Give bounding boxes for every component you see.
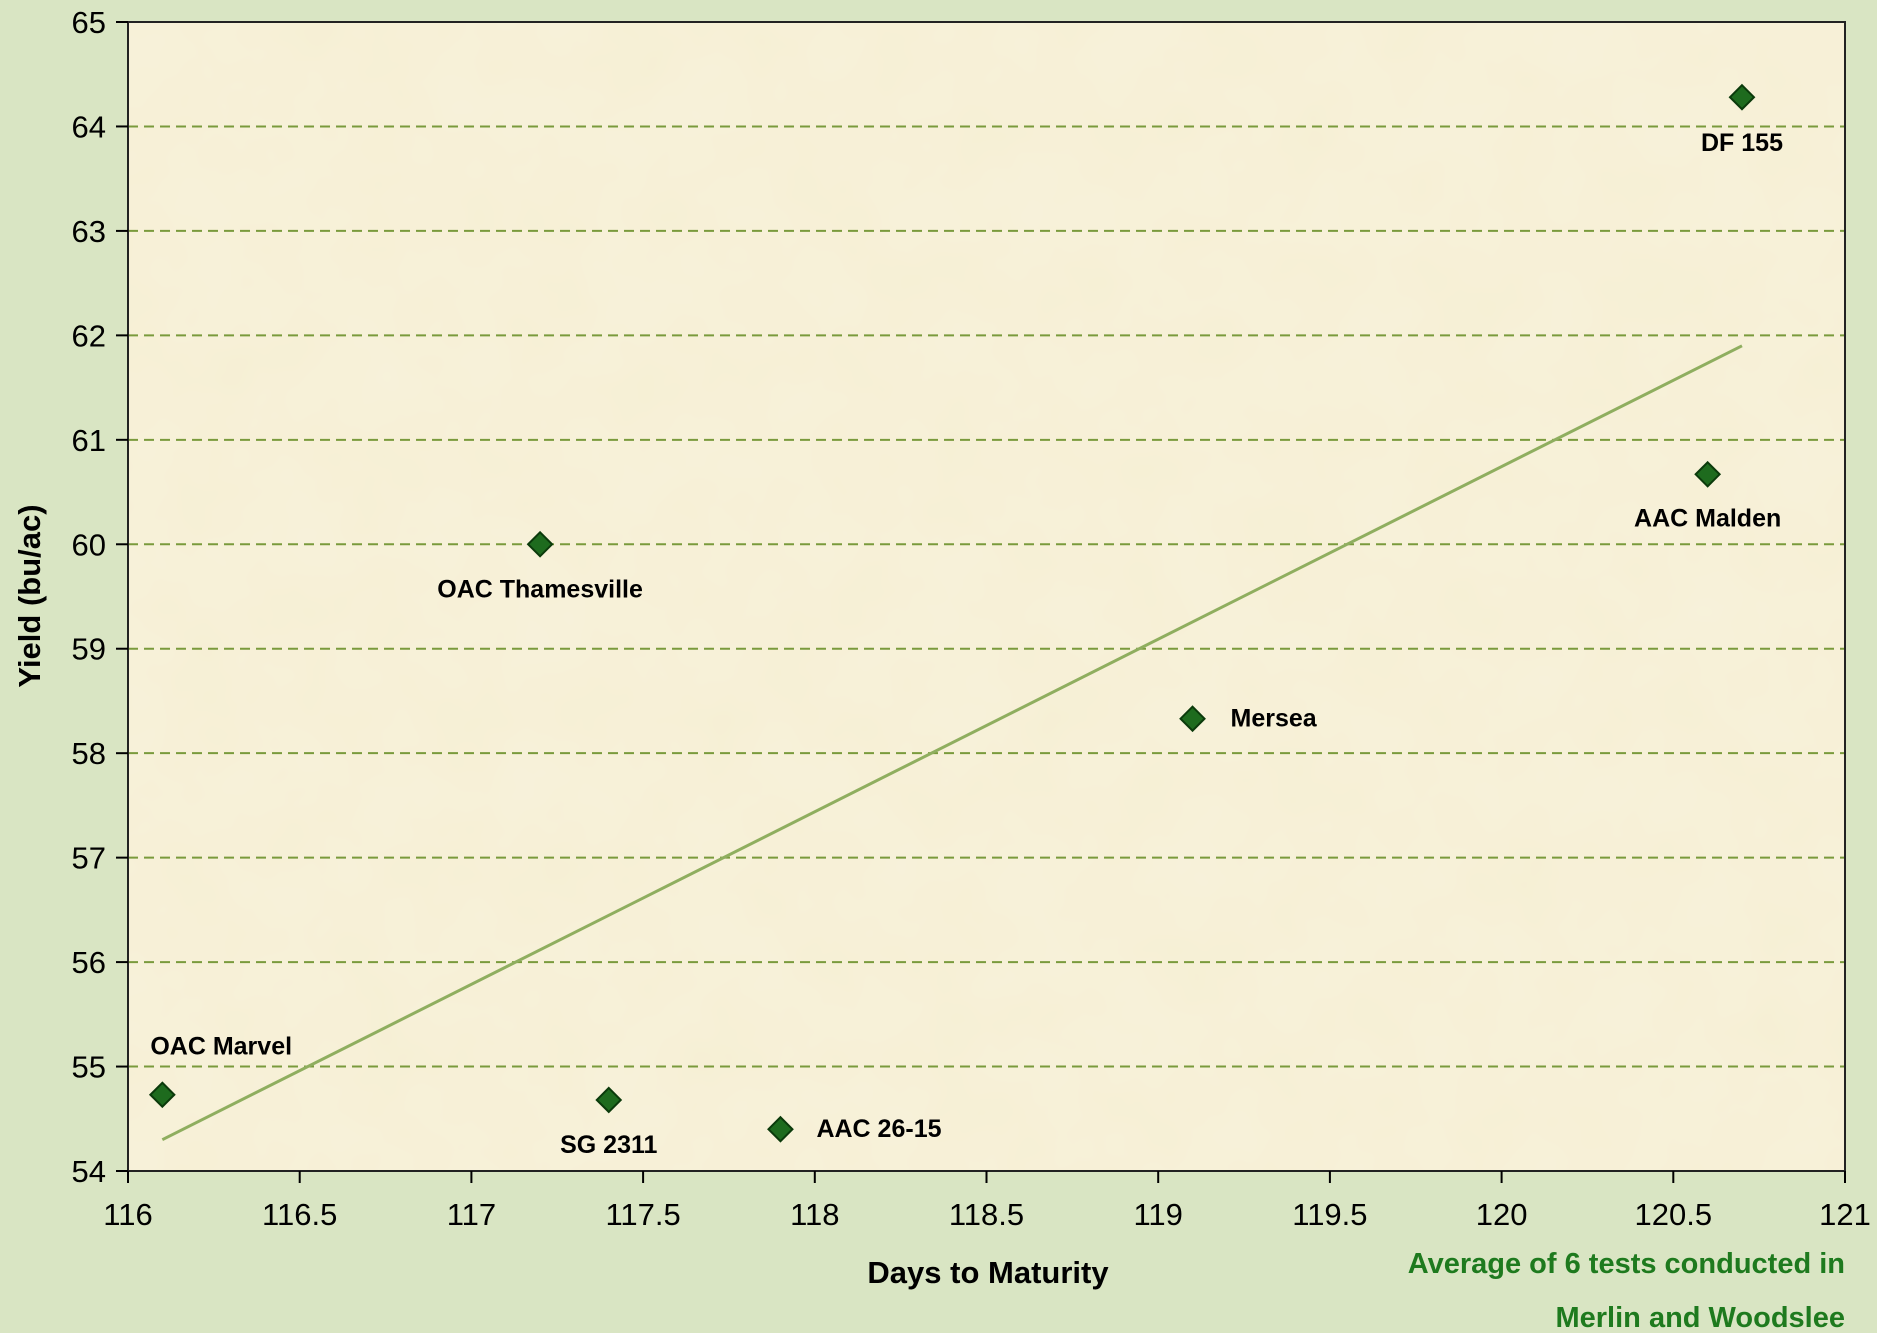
y-tick-label: 62 xyxy=(72,318,106,353)
x-tick-label: 118.5 xyxy=(949,1197,1024,1232)
y-tick-label: 59 xyxy=(72,632,106,667)
x-axis-ticks: 116 116.5 117 117.5 118 118.5 119 119.5 120 120.5… xyxy=(103,1171,1871,1232)
x-tick-label: 116.5 xyxy=(262,1197,337,1232)
y-tick-label: 64 xyxy=(72,109,106,144)
data-point xyxy=(1728,83,1756,111)
y-tick-label: 54 xyxy=(72,1154,106,1189)
x-tick-label: 120.5 xyxy=(1635,1197,1713,1232)
gridlines xyxy=(128,125,1845,1068)
footnote-line-1: Average of 6 tests conducted in xyxy=(1408,1248,1845,1280)
data-point xyxy=(526,530,554,558)
y-tick-label: 65 xyxy=(72,5,106,40)
point-label: DF 155 xyxy=(1701,129,1783,157)
x-tick-label: 121 xyxy=(1819,1197,1871,1232)
point-label: AAC Malden xyxy=(1634,504,1781,532)
point-labels: OAC Marvel OAC Thamesville SG 2311 AAC 26-1… xyxy=(150,129,1783,1159)
data-point xyxy=(148,1081,176,1109)
data-point xyxy=(767,1115,794,1143)
y-tick-label: 56 xyxy=(72,945,106,980)
trendline-group xyxy=(161,344,1743,1142)
x-tick-label: 120 xyxy=(1476,1197,1528,1232)
y-tick-label: 63 xyxy=(72,214,106,249)
y-tick-label: 55 xyxy=(72,1050,106,1085)
x-tick-label: 118 xyxy=(790,1197,839,1232)
data-point xyxy=(1694,460,1722,488)
x-tick-label: 117.5 xyxy=(605,1197,680,1232)
plot-texture xyxy=(128,22,1845,1171)
x-tick-label: 119 xyxy=(1133,1197,1182,1232)
y-tick-label: 60 xyxy=(72,527,106,562)
y-axis-ticks: 54 55 56 57 58 59 60 61 62 63 64 65 xyxy=(72,5,128,1189)
point-label: OAC Marvel xyxy=(150,1033,292,1061)
x-axis-title: Days to Maturity xyxy=(867,1255,1109,1290)
point-label: Mersea xyxy=(1231,705,1318,733)
point-label: OAC Thamesville xyxy=(437,575,643,603)
y-tick-label: 57 xyxy=(72,841,106,876)
trendline xyxy=(161,344,1743,1142)
data-point xyxy=(1179,705,1206,733)
point-label: SG 2311 xyxy=(560,1131,657,1159)
x-tick-label: 117 xyxy=(447,1197,496,1232)
point-label: AAC 26-15 xyxy=(816,1115,941,1143)
y-axis-title: Yield (bu/ac) xyxy=(12,504,47,687)
footnote-line-2: Merlin and Woodslee xyxy=(1555,1302,1845,1333)
x-tick-label: 119.5 xyxy=(1292,1197,1367,1232)
data-point xyxy=(595,1086,623,1114)
data-points xyxy=(148,83,1756,1143)
y-tick-label: 61 xyxy=(72,423,106,458)
plot-area xyxy=(128,22,1845,1171)
x-tick-label: 116 xyxy=(103,1197,152,1232)
y-tick-label: 58 xyxy=(72,736,106,771)
